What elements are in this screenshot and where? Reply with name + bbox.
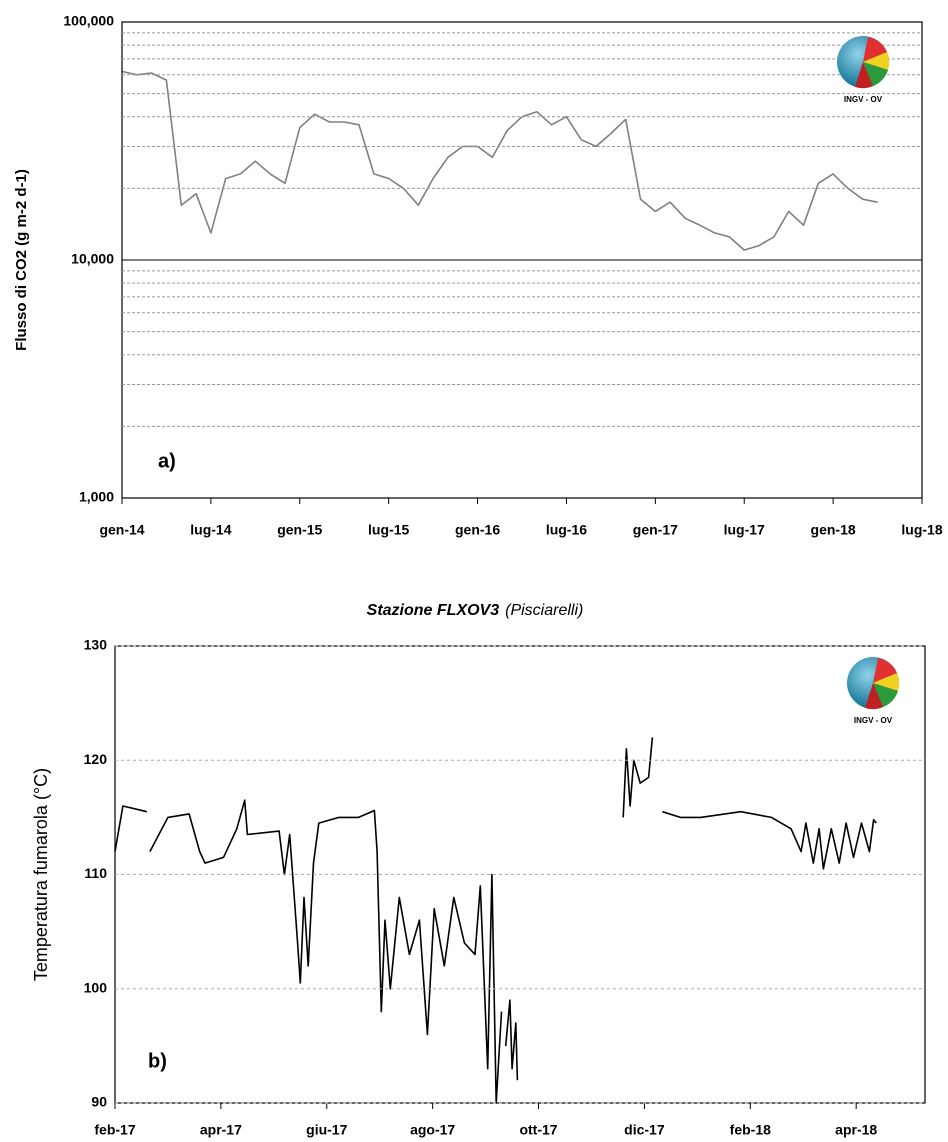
x-tick-label: gen-15 xyxy=(277,522,322,538)
title-box xyxy=(248,32,555,60)
data-line xyxy=(149,799,503,1104)
x-tick-label: ott-17 xyxy=(519,1122,557,1138)
data-line xyxy=(121,70,878,251)
x-tick-label: apr-17 xyxy=(200,1122,242,1138)
y-tick-label: 120 xyxy=(84,751,108,767)
data-line xyxy=(114,805,147,852)
panel-label: a) xyxy=(158,450,176,472)
x-tick-label: feb-18 xyxy=(730,1122,771,1138)
x-tick-label: gen-17 xyxy=(633,522,678,538)
x-tick-label: ago-17 xyxy=(410,1122,455,1138)
x-tick-label: gen-14 xyxy=(99,522,144,538)
y-tick-label: 100 xyxy=(84,979,108,995)
data-line xyxy=(622,737,654,818)
logo: INGV - OV xyxy=(847,657,900,725)
logo: INGV - OV xyxy=(837,36,890,104)
x-tick-label: feb-17 xyxy=(94,1122,135,1138)
y-tick-label: 110 xyxy=(84,865,107,881)
x-tick-label: lug-16 xyxy=(546,522,587,538)
panel-label: b) xyxy=(148,1050,167,1072)
y-tick-label: 1,000 xyxy=(79,489,114,505)
x-tick-label: giu-17 xyxy=(306,1122,347,1138)
data-line xyxy=(504,999,519,1081)
y-tick-label: 90 xyxy=(91,1094,107,1110)
x-tick-label: lug-14 xyxy=(190,522,231,538)
x-tick-label: lug-17 xyxy=(724,522,765,538)
x-tick-label: gen-18 xyxy=(811,522,856,538)
chart-title: Stazione FLXOV3 (Pisciarelli) xyxy=(367,602,584,619)
y-axis-label: Flusso di CO2 (g m-2 d-1) xyxy=(13,169,30,351)
logo-text: INGV - OV xyxy=(844,95,883,104)
y-tick-label: 130 xyxy=(84,637,108,653)
logo-text: INGV - OV xyxy=(854,716,893,725)
x-tick-label: gen-16 xyxy=(455,522,500,538)
title-sub: (Pisciarelli) xyxy=(505,602,583,619)
x-tick-label: apr-18 xyxy=(835,1122,877,1138)
x-tick-label: lug-15 xyxy=(368,522,409,538)
x-tick-label: dic-17 xyxy=(624,1122,665,1138)
y-tick-label: 100,000 xyxy=(63,13,114,29)
y-tick-label: 10,000 xyxy=(71,251,114,267)
data-line xyxy=(662,810,877,870)
x-tick-label: lug-18 xyxy=(901,522,942,538)
title-main: Stazione FLXOV3 xyxy=(367,602,500,619)
y-axis-label: Temperatura fumarola (°C) xyxy=(31,768,51,981)
